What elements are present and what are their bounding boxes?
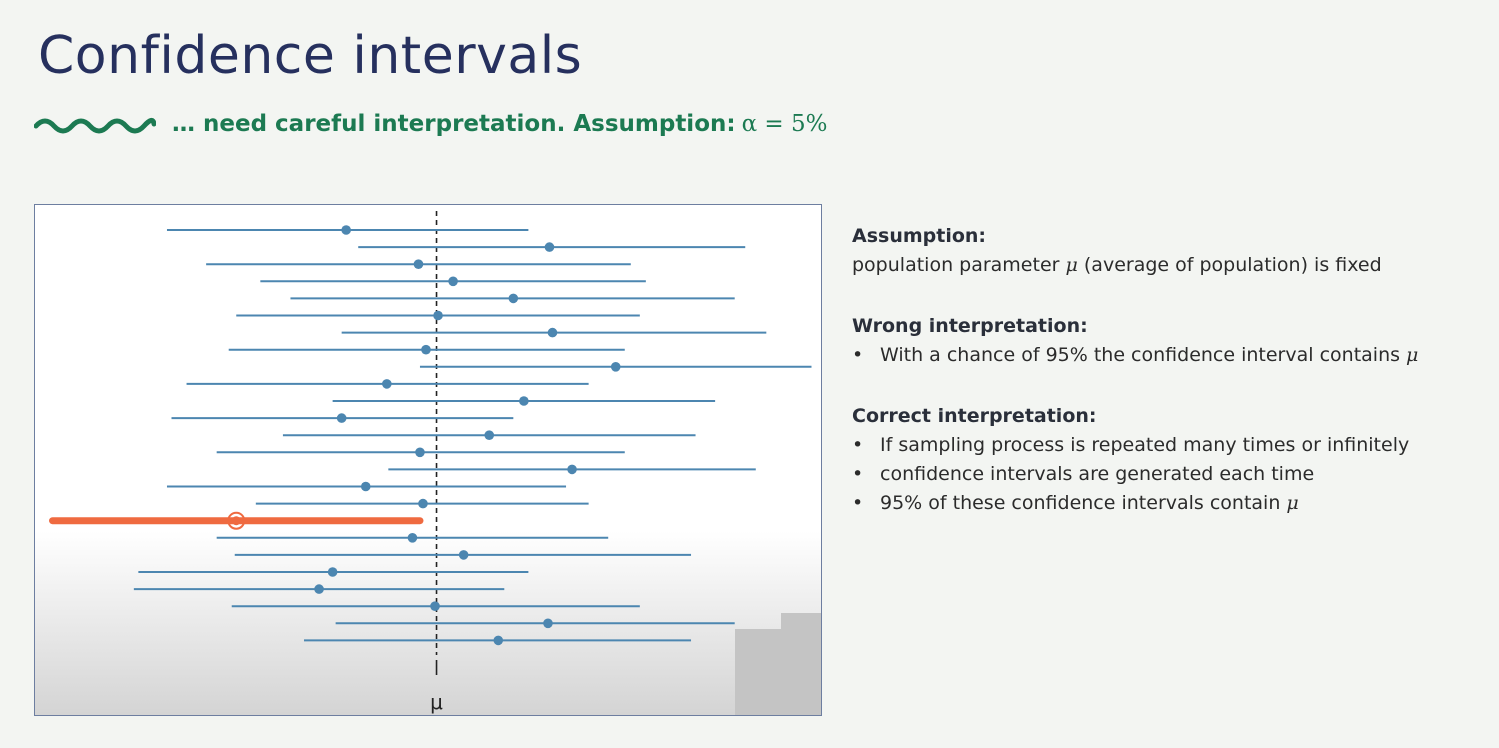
bullet-text: With a chance of 95% the confidence inte… (880, 344, 1407, 366)
interval-point (360, 481, 371, 492)
interval-point (421, 344, 431, 355)
interval-point (519, 396, 529, 406)
interval-point (336, 413, 347, 423)
wave-icon (34, 118, 156, 134)
gray-overlay (735, 629, 821, 715)
gray-overlay (781, 613, 821, 633)
slide-title: Confidence intervals (38, 26, 583, 86)
mu-symbol: μ (1406, 344, 1419, 366)
interval-point (415, 447, 425, 458)
bullet-text: If sampling process is repeated many tim… (880, 434, 1410, 456)
correct-section: Correct interpretation: • If sampling pro… (852, 402, 1472, 518)
interval-point (567, 464, 577, 475)
interval-point (508, 293, 519, 304)
mu-symbol: μ (1286, 492, 1299, 514)
interval-point (407, 533, 418, 543)
interval-point (547, 327, 558, 338)
interval-point (458, 550, 469, 560)
chart-svg: μ (49, 211, 812, 714)
interval-point (418, 498, 428, 509)
subtitle-row: … need careful interpretation. Assumptio… (34, 106, 828, 142)
interval-point-ring (227, 511, 246, 530)
correct-heading: Correct interpretation: (852, 405, 1097, 427)
bullet-text: confidence intervals are generated each … (880, 463, 1315, 485)
assumption-text-part: (average of population) is fixed (1077, 254, 1382, 276)
correct-bullet: • If sampling process is repeated many ti… (852, 431, 1472, 460)
interval-point (610, 362, 621, 372)
bullet-text: 95% of these confidence intervals contai… (880, 492, 1287, 514)
interval-point (484, 430, 495, 440)
bullet-dot: • (852, 434, 864, 456)
interval-point (448, 276, 458, 287)
assumption-text-part: population parameter (852, 254, 1066, 276)
bullet-dot: • (852, 344, 864, 366)
interval-point (341, 225, 351, 235)
correct-bullet: • confidence intervals are generated each… (852, 460, 1472, 489)
assumption-section: Assumption: population parameter μ (aver… (852, 222, 1472, 280)
interpretation-panel: Assumption: population parameter μ (aver… (852, 222, 1472, 550)
bullet-dot: • (852, 463, 864, 485)
assumption-text: population parameter μ (average of popul… (852, 251, 1472, 280)
alpha-formula: α = 5% (741, 111, 828, 137)
interval-point (314, 584, 324, 594)
wrong-heading: Wrong interpretation: (852, 315, 1088, 337)
interval-point (493, 635, 504, 646)
wrong-section: Wrong interpretation: • With a chance of … (852, 312, 1472, 370)
interval-point (430, 601, 440, 611)
confidence-interval-chart: μ (34, 204, 822, 716)
bullet-dot: • (852, 492, 864, 514)
interval-point (413, 259, 424, 269)
correct-bullet: • 95% of these confidence intervals conta… (852, 489, 1472, 518)
interval-point (543, 618, 553, 629)
interval-point (544, 242, 555, 252)
interval-point (382, 379, 392, 389)
subtitle-text: … need careful interpretation. Assumptio… (172, 111, 736, 137)
interval-point (327, 567, 338, 577)
assumption-heading: Assumption: (852, 225, 987, 247)
wrong-bullet: • With a chance of 95% the confidence int… (852, 341, 1472, 370)
mu-symbol: μ (1065, 254, 1078, 276)
interval-point (231, 516, 241, 526)
mu-axis-label: μ (430, 690, 443, 714)
interval-point (433, 310, 443, 321)
